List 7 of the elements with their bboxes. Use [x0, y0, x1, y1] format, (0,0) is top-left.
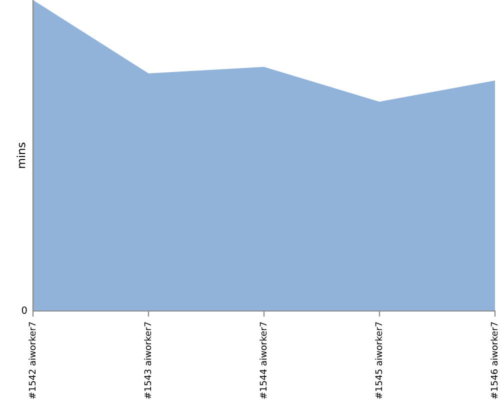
- x-tick-label: #1542 aiworker7: [28, 322, 36, 399]
- x-tick-label: #1546 aiworker7: [490, 322, 498, 399]
- x-tick-label: #1544 aiworker7: [260, 322, 267, 399]
- x-tick-label: #1543 aiworker7: [144, 322, 152, 399]
- text: 0: [22, 306, 27, 314]
- x-tick-label: #1545 aiworker7: [375, 322, 382, 399]
- y-axis-title: mins: [16, 142, 26, 168]
